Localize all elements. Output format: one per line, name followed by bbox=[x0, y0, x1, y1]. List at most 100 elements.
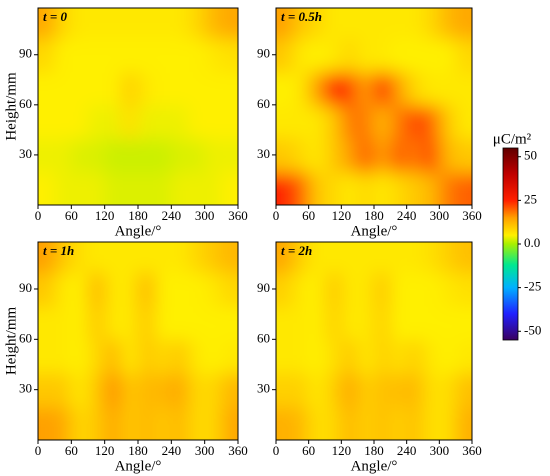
heat-cell bbox=[390, 71, 408, 106]
heat-cell bbox=[88, 8, 106, 40]
colorbar-tick-label: -50 bbox=[524, 322, 541, 337]
heat-cell bbox=[308, 272, 326, 307]
heat-cell bbox=[154, 242, 173, 274]
heat-cell bbox=[292, 71, 310, 106]
heat-cell bbox=[455, 38, 472, 73]
heat-cell bbox=[292, 171, 310, 205]
heat-cell bbox=[406, 272, 424, 307]
heat-cell bbox=[292, 104, 310, 140]
heat-cell bbox=[221, 339, 238, 374]
heat-cell bbox=[390, 339, 408, 374]
heat-cell bbox=[390, 406, 408, 440]
heat-cell bbox=[204, 339, 223, 374]
heat-cell bbox=[406, 38, 424, 73]
heat-cell bbox=[154, 104, 173, 140]
heat-cell bbox=[54, 104, 73, 140]
x-tick-label: 120 bbox=[95, 443, 115, 458]
heat-cell bbox=[357, 138, 375, 173]
heat-cell bbox=[188, 339, 206, 374]
heat-cell bbox=[341, 38, 359, 73]
heat-cell bbox=[455, 138, 472, 173]
heat-cell bbox=[308, 339, 326, 374]
heat-cell bbox=[121, 372, 139, 408]
heat-cell bbox=[455, 8, 472, 40]
heat-cell bbox=[38, 104, 56, 140]
colorbar bbox=[502, 147, 519, 341]
plot-area bbox=[276, 8, 472, 205]
heat-cell bbox=[38, 171, 56, 205]
heat-cell bbox=[138, 138, 156, 173]
heat-cell bbox=[188, 305, 206, 341]
heat-cell bbox=[374, 171, 392, 205]
x-tick-label: 180 bbox=[364, 443, 384, 458]
heat-cell bbox=[154, 8, 173, 40]
heat-cell bbox=[54, 305, 73, 341]
heat-cell bbox=[104, 242, 123, 274]
heat-cell bbox=[406, 406, 424, 440]
heat-cell bbox=[357, 8, 375, 40]
heat-cell bbox=[292, 138, 310, 173]
heat-cell bbox=[341, 406, 359, 440]
heat-cell bbox=[276, 272, 294, 307]
heat-cell bbox=[71, 242, 89, 274]
heat-cell bbox=[308, 171, 326, 205]
heat-cell bbox=[390, 138, 408, 173]
heat-cell bbox=[390, 171, 408, 205]
x-tick-label: 180 bbox=[128, 443, 148, 458]
heat-cell bbox=[104, 138, 123, 173]
heat-cell bbox=[325, 138, 343, 173]
x-tick-label: 180 bbox=[128, 208, 148, 223]
heat-cell bbox=[121, 406, 139, 440]
heat-cell bbox=[423, 372, 441, 408]
heat-cell bbox=[54, 339, 73, 374]
heat-cell bbox=[171, 372, 189, 408]
heat-cell bbox=[221, 38, 238, 73]
heat-cell bbox=[171, 305, 189, 341]
heat-cell bbox=[104, 372, 123, 408]
heat-cell bbox=[439, 104, 457, 140]
heat-cell bbox=[390, 38, 408, 73]
heat-cell bbox=[71, 305, 89, 341]
heat-cell bbox=[308, 138, 326, 173]
x-tick-label: 120 bbox=[332, 208, 352, 223]
heat-cell bbox=[121, 38, 139, 73]
heat-cell bbox=[292, 38, 310, 73]
x-tick-label: 60 bbox=[65, 208, 78, 223]
heat-cell bbox=[374, 104, 392, 140]
heat-cell bbox=[439, 242, 457, 274]
heat-cell bbox=[357, 242, 375, 274]
heat-cell bbox=[204, 272, 223, 307]
heat-cell bbox=[171, 272, 189, 307]
heat-cells bbox=[276, 242, 472, 440]
heat-cell bbox=[406, 104, 424, 140]
heat-cell bbox=[221, 372, 238, 408]
heat-cell bbox=[374, 138, 392, 173]
heat-cell bbox=[204, 38, 223, 73]
heat-cell bbox=[88, 71, 106, 106]
heat-cell bbox=[154, 38, 173, 73]
heat-cell bbox=[423, 406, 441, 440]
heat-cell bbox=[308, 71, 326, 106]
heat-cell bbox=[221, 171, 238, 205]
heat-cell bbox=[406, 138, 424, 173]
heat-cell bbox=[171, 171, 189, 205]
heat-cell bbox=[357, 71, 375, 106]
heat-cell bbox=[455, 372, 472, 408]
heat-cell bbox=[276, 171, 294, 205]
heat-cell bbox=[54, 8, 73, 40]
heat-cell bbox=[455, 272, 472, 307]
heat-cell bbox=[54, 242, 73, 274]
heat-cell bbox=[38, 38, 56, 73]
heat-cell bbox=[325, 38, 343, 73]
heat-cell bbox=[138, 406, 156, 440]
x-tick-label: 180 bbox=[364, 208, 384, 223]
heat-cell bbox=[54, 38, 73, 73]
heat-cell bbox=[341, 8, 359, 40]
heat-cell bbox=[38, 71, 56, 106]
heat-cell bbox=[423, 138, 441, 173]
heat-cell bbox=[390, 242, 408, 274]
heat-cell bbox=[439, 171, 457, 205]
y-tick-label: 90 bbox=[19, 280, 32, 295]
heat-cell bbox=[104, 104, 123, 140]
